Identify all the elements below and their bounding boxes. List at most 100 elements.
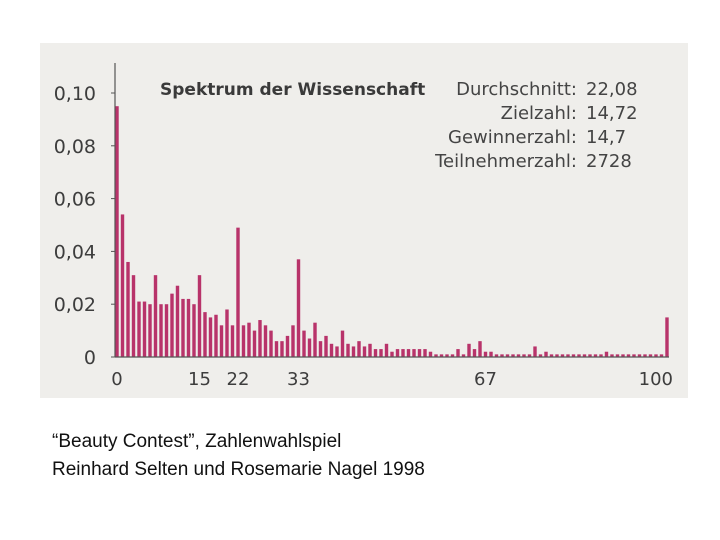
bar-84 [577,354,581,357]
bar-54 [412,349,416,357]
bar-80 [555,354,559,357]
bar-57 [428,351,433,357]
x-tick-label: 33 [287,369,310,390]
bar-65 [472,349,477,357]
bar-34 [302,330,306,357]
bar-71 [505,354,510,357]
bar-39 [329,343,334,357]
y-tick-label: 0,02 [54,294,96,316]
caption-line-2: Reinhard Selten und Rosemarie Nagel 1998 [52,459,425,480]
y-tick-label: 0,08 [54,136,96,158]
bar-69 [494,354,499,357]
bar-32 [291,325,295,357]
bar-2 [126,261,130,357]
bar-75 [527,354,532,357]
stat-label: Gewinnerzahl: [448,127,577,148]
bar-95 [637,354,642,357]
y-tick-label: 0,10 [54,83,96,105]
bar-87 [593,354,598,357]
chart-svg: 0,10 0,08 0,06 0,04 0,02 0 0 15 22 33 67 100 Spekt… [54,63,673,390]
bar-60 [445,354,449,357]
bar-96 [643,354,647,357]
bar-51 [395,349,400,357]
bar-93 [626,354,631,357]
bar-0 [115,106,119,357]
bar-12 [181,298,185,357]
stat-label: Zielzahl: [501,103,577,124]
bar-41 [340,330,345,357]
bar-86 [588,354,592,357]
bar-31 [285,335,290,357]
bar-19 [219,325,224,357]
x-tick-label: 0 [111,369,122,390]
y-tick-label: 0,04 [54,241,96,263]
bar-90 [610,354,614,357]
bar-94 [632,354,636,357]
y-tick-label: 0 [84,347,96,369]
bar-33 [296,259,301,357]
bar-59 [439,354,444,357]
bar-17 [208,317,213,357]
bar-5 [142,301,147,357]
bar-88 [599,354,603,357]
bar-20 [225,309,229,357]
bar-35 [307,338,312,357]
bar-99 [659,354,664,357]
stat-value: 22,08 [586,79,638,100]
bar-30 [280,341,284,357]
bar-63 [461,354,466,357]
bar-44 [357,341,361,357]
bar-78 [544,351,548,357]
bar-91 [615,354,620,357]
bar-3 [131,275,136,357]
stat-label: Durchschnitt: [456,79,577,100]
bar-97 [648,354,653,357]
bar-52 [401,349,405,357]
stats-block: Durchschnitt: 22,08 Zielzahl: 14,72 Gewinner… [434,79,637,172]
bar-70 [500,354,504,357]
bar-100 [665,317,669,357]
bar-group [115,106,669,357]
bar-79 [549,354,554,357]
bar-42 [346,343,350,357]
bar-15 [197,275,202,357]
x-tick-label: 22 [227,369,250,390]
bar-21 [230,325,235,357]
bar-81 [560,354,565,357]
bar-67 [483,351,488,357]
bar-8 [159,304,163,357]
bar-29 [274,341,279,357]
y-tick-label: 0,06 [54,189,96,211]
stat-label: Teilnehmerzahl: [434,151,577,172]
bar-53 [406,349,411,357]
bar-26 [258,320,262,357]
stat-value: 14,72 [586,103,638,124]
bar-16 [203,312,207,357]
bar-43 [351,346,356,357]
bar-40 [335,346,339,357]
bar-68 [489,351,493,357]
bar-9 [164,304,169,357]
bar-14 [192,304,196,357]
bar-46 [368,343,372,357]
bar-45 [362,346,367,357]
bar-11 [175,285,180,357]
bar-56 [423,349,427,357]
bar-61 [450,354,455,357]
bar-62 [456,349,460,357]
stat-value: 2728 [586,151,632,172]
bar-24 [247,322,251,357]
bar-7 [153,275,158,357]
bar-37 [318,341,323,357]
bar-28 [269,330,273,357]
bar-77 [538,354,543,357]
bar-36 [313,322,317,357]
bar-13 [186,298,191,357]
x-tick-label: 15 [188,369,211,390]
bar-27 [263,325,268,357]
chart-panel: 0,10 0,08 0,06 0,04 0,02 0 0 15 22 33 67 100 Spekt… [40,43,688,398]
x-tick-label: 67 [474,369,497,390]
bar-66 [478,341,482,357]
stat-value: 14,7 [586,127,626,148]
x-tick-group: 0 15 22 33 67 100 [111,369,673,390]
